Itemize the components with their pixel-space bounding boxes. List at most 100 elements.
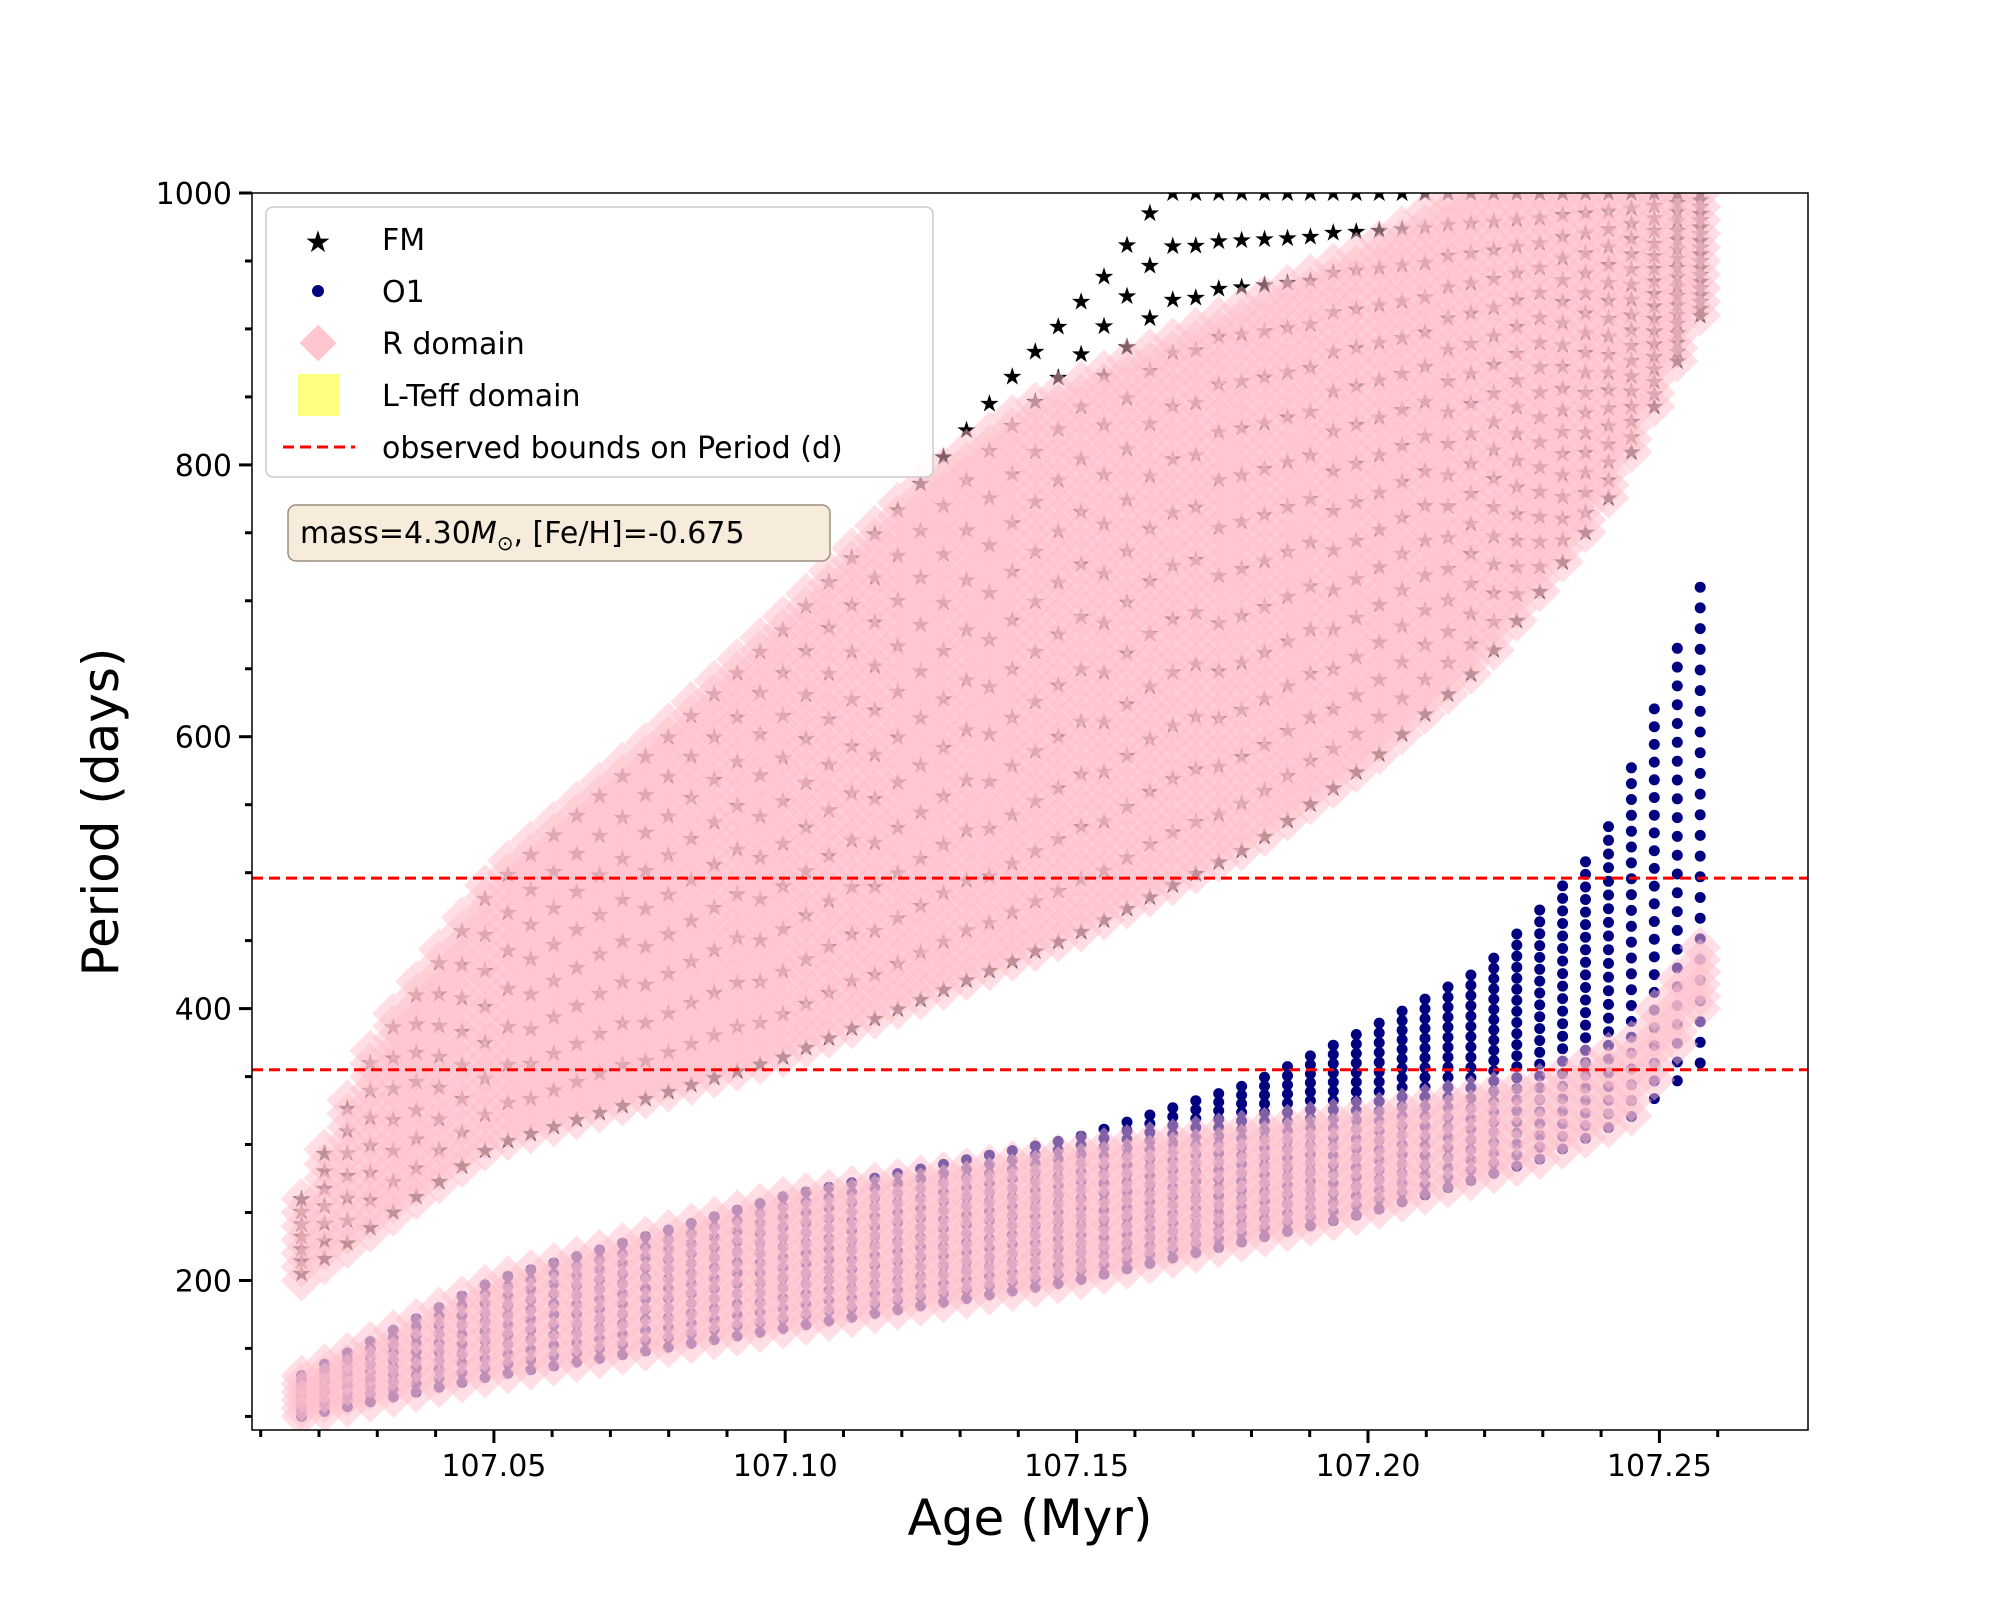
o1-point	[1282, 1070, 1293, 1082]
o1-point	[1671, 755, 1683, 767]
o1-point	[1534, 963, 1546, 975]
o1-point	[1511, 1050, 1523, 1062]
o1-point	[1396, 1024, 1408, 1036]
o1-point	[1396, 1005, 1408, 1017]
o1-point	[1511, 994, 1523, 1006]
o1-point	[1557, 1005, 1569, 1017]
o1-point	[1442, 1041, 1454, 1053]
o1-point	[1465, 1031, 1477, 1043]
legend: ★ FM O1 R domain L-Teff domain observed …	[265, 206, 934, 478]
o1-point	[1648, 969, 1660, 981]
o1-point	[1625, 904, 1637, 916]
o1-point	[1580, 982, 1591, 993]
o1-point	[1534, 916, 1546, 928]
o1-point	[1236, 1080, 1248, 1092]
o1-point	[1580, 969, 1591, 981]
parameter-annotation: mass=4.30M⊙, [Fe/H]=-0.675	[287, 504, 831, 562]
o1-point	[1694, 767, 1706, 779]
fm-point: ★	[1277, 179, 1299, 207]
o1-point	[1648, 721, 1660, 733]
o1-point	[1694, 705, 1706, 717]
r-domain-point	[991, 1140, 1034, 1183]
o1-point	[1671, 774, 1683, 786]
fm-point: ★	[1070, 340, 1092, 368]
fm-point: ★	[1047, 312, 1069, 340]
o1-point	[1557, 918, 1569, 929]
o1-point	[1625, 889, 1637, 901]
o1-point	[1694, 850, 1706, 862]
o1-point	[1373, 1017, 1385, 1029]
o1-point	[1603, 916, 1614, 928]
o1-point	[1603, 971, 1614, 983]
fm-point: ★	[1093, 262, 1115, 290]
o1-point	[1625, 794, 1637, 805]
o1-point	[1625, 762, 1637, 774]
o1-point	[1648, 951, 1660, 963]
o1-point	[1465, 1010, 1477, 1022]
fm-point: ★	[979, 390, 1001, 418]
o1-point	[1580, 1007, 1591, 1019]
fm-point: ★	[1185, 284, 1207, 312]
legend-fm-label: FM	[382, 223, 425, 258]
o1-point	[1511, 1005, 1523, 1017]
o1-point	[1580, 944, 1591, 956]
o1-point	[1557, 955, 1569, 967]
o1-point	[1557, 930, 1569, 942]
o1-point	[1694, 747, 1706, 759]
o1-point	[1557, 968, 1569, 980]
legend-bounds-label: observed bounds on Period (d)	[382, 431, 843, 466]
o1-point	[1625, 825, 1637, 837]
fm-point: ★	[1116, 282, 1138, 310]
o1-point	[1419, 1032, 1431, 1044]
o1-point	[1580, 931, 1591, 943]
o1-point	[1648, 756, 1660, 768]
o1-point	[1648, 916, 1660, 927]
o1-point	[1442, 1001, 1454, 1013]
o1-point	[1625, 984, 1637, 996]
x-tick-label: 107.10	[733, 1449, 838, 1484]
annotation-box	[287, 504, 831, 562]
o1-point	[1603, 848, 1614, 860]
o1-point	[1282, 1097, 1293, 1109]
o1-point	[1694, 892, 1706, 903]
o1-point	[1259, 1098, 1270, 1110]
o1-point	[1534, 1011, 1546, 1023]
o1-point	[1694, 581, 1706, 593]
o1-point	[1419, 1071, 1431, 1083]
o1-point	[1580, 881, 1591, 893]
o1-point	[1671, 661, 1683, 673]
fm-point: ★	[1002, 363, 1024, 391]
o1-point	[1694, 602, 1706, 614]
o1-point	[1625, 968, 1637, 980]
o1-point	[1396, 1034, 1408, 1046]
o1-point	[1671, 906, 1683, 918]
fm-point: ★	[1300, 223, 1322, 251]
o1-point	[1557, 1030, 1569, 1042]
o1-point	[1213, 1105, 1225, 1117]
annotation-mass-symbol: M	[471, 516, 497, 551]
o1-point	[1190, 1095, 1202, 1107]
o1-point	[1603, 930, 1614, 942]
legend-lteff-icon	[298, 374, 340, 416]
o1-point	[1304, 1095, 1316, 1107]
o1-point	[1442, 1051, 1454, 1063]
o1-point	[1694, 726, 1706, 738]
o1-point	[1465, 979, 1477, 991]
o1-point	[1488, 1034, 1500, 1046]
legend-box	[265, 206, 934, 478]
o1-point	[1304, 1086, 1316, 1098]
o1-point	[1465, 969, 1477, 981]
fm-point: ★	[1346, 179, 1368, 207]
o1-point	[1557, 993, 1569, 1005]
legend-r-domain-icon	[299, 324, 337, 362]
o1-point	[1671, 793, 1683, 805]
o1-point	[1534, 1046, 1546, 1058]
o1-point	[1396, 1053, 1408, 1065]
o1-point	[1603, 834, 1614, 846]
o1-point	[1488, 1014, 1500, 1026]
o1-point	[1648, 792, 1660, 803]
fm-point: ★	[1116, 231, 1138, 259]
o1-point	[1603, 998, 1614, 1010]
y-tick-label: 400	[175, 993, 232, 1028]
o1-point	[1580, 994, 1591, 1006]
